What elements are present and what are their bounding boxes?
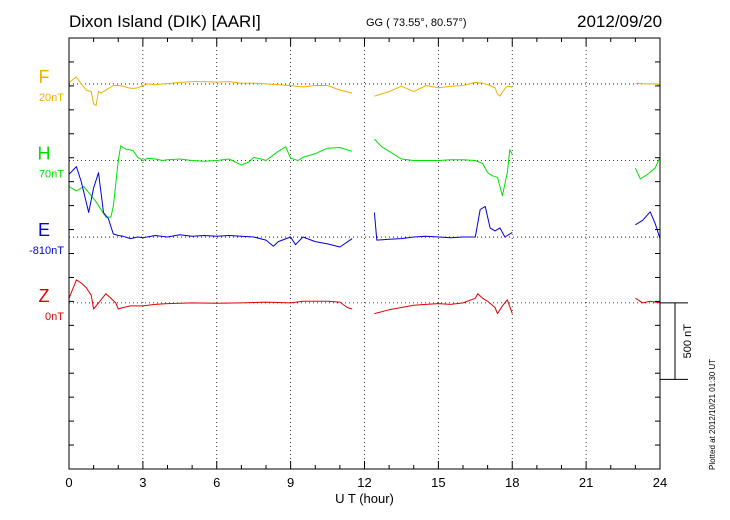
grid-lines	[69, 38, 660, 469]
x-tick-label: 3	[139, 475, 146, 490]
x-tick-label: 9	[287, 475, 294, 490]
station-title: Dixon Island (DIK) [AARI]	[69, 12, 261, 31]
plotted-note: Plotted at 2012/10/21 01:30 UT	[708, 358, 717, 470]
series-line-z	[374, 293, 513, 315]
component-label-e: E	[38, 220, 50, 240]
series-line-h	[634, 157, 661, 180]
scale-bar: 500 nT	[660, 302, 694, 380]
baseline-label-e: -810nT	[29, 245, 64, 257]
series-line-f	[68, 76, 353, 106]
x-tick-label: 12	[357, 475, 371, 490]
x-tick-label: 15	[431, 475, 445, 490]
series-line-e	[635, 211, 661, 239]
series-line-z	[635, 297, 661, 304]
series-line-h	[68, 145, 353, 218]
x-tick-label: 18	[505, 475, 519, 490]
series-line-e	[373, 205, 513, 241]
baseline-label-z: 0nT	[45, 311, 64, 323]
series-lines	[68, 76, 661, 315]
observation-date: 2012/09/20	[577, 12, 663, 31]
baseline-label-f: 20nT	[39, 92, 64, 104]
series-line-f	[374, 81, 513, 97]
series-line-z	[68, 279, 353, 310]
x-tick-label: 24	[653, 475, 667, 490]
axis-labels: 0 3 6 9 12 15 18 21 24 U T (hour) F 20nT H 70nT E -810n…	[29, 67, 667, 506]
component-label-f: F	[39, 67, 50, 87]
baseline-label-h: 70nT	[39, 168, 64, 180]
series-line-f	[635, 82, 661, 86]
x-axis-label: U T (hour)	[335, 491, 394, 506]
x-tick-label: 21	[579, 475, 593, 490]
axis-ticks	[68, 38, 661, 469]
geographic-coordinates: GG ( 73.55°, 80.57°)	[366, 17, 467, 29]
scale-bar-label: 500 nT	[682, 324, 694, 359]
x-tick-label: 6	[213, 475, 220, 490]
component-label-h: H	[38, 143, 51, 163]
series-line-h	[374, 138, 513, 197]
x-tick-label: 0	[65, 475, 72, 490]
series-line-e	[68, 166, 353, 248]
component-label-z: Z	[39, 286, 50, 306]
